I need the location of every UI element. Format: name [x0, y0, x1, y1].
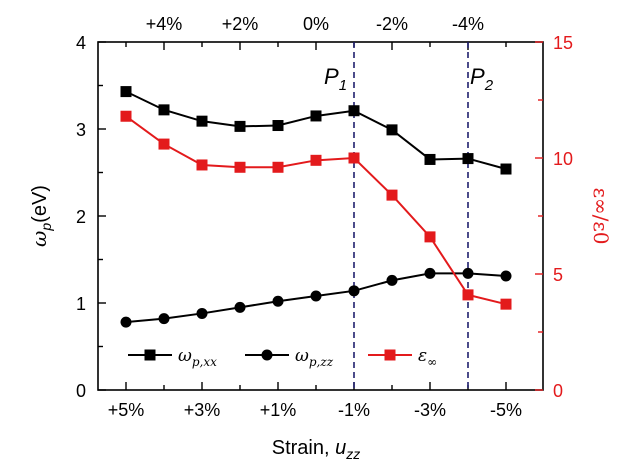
data-point — [158, 138, 170, 150]
legend-label: ε∞ — [418, 346, 437, 369]
vertical-marker-label: P1 — [324, 64, 347, 94]
x-tick-label: -5% — [490, 400, 522, 420]
data-point — [500, 298, 512, 310]
data-point — [348, 152, 360, 164]
data-point — [424, 231, 436, 243]
vertical-marker-label: P2 — [470, 64, 494, 94]
data-point — [386, 274, 398, 286]
data-point — [310, 110, 322, 122]
data-point — [386, 124, 398, 136]
data-point — [158, 104, 170, 116]
legend-marker — [384, 349, 396, 361]
x-top-tick-label: 0% — [303, 14, 329, 34]
vertical-markers: P1 P2 — [324, 42, 494, 390]
data-point — [424, 267, 436, 279]
y2-tick-label: 10 — [553, 149, 573, 169]
data-point — [234, 120, 246, 132]
data-point — [310, 290, 322, 302]
legend-marker — [144, 349, 156, 361]
y-tick-label: 4 — [76, 33, 86, 53]
legend-label: ωp,zz — [295, 346, 334, 369]
y-tick-label: 2 — [76, 207, 86, 227]
y2-axis-title: ε∞/ε0 — [589, 188, 613, 245]
data-point — [500, 270, 512, 282]
data-point — [196, 307, 208, 319]
data-point — [272, 161, 284, 173]
x-top-tick-label: +2% — [222, 14, 259, 34]
data-point — [120, 86, 132, 98]
data-point — [462, 267, 474, 279]
y-tick-label: 3 — [76, 120, 86, 140]
data-point — [462, 289, 474, 301]
plot-frame — [97, 41, 544, 391]
y2-tick-label: 5 — [553, 265, 563, 285]
x-top-tick-label: -4% — [452, 14, 484, 34]
y-tick-label: 1 — [76, 294, 86, 314]
data-point — [234, 161, 246, 173]
y-axis-title: ωp(eV) — [27, 185, 54, 247]
data-point — [272, 295, 284, 307]
x-tick-label: +1% — [260, 400, 297, 420]
data-point — [462, 153, 474, 165]
data-point — [310, 154, 322, 166]
legend-label: ωp,xx — [178, 346, 217, 369]
data-point — [234, 301, 246, 313]
x-top-tick-label: -2% — [376, 14, 408, 34]
x-axis-title: Strain, uzz — [272, 437, 360, 462]
legend: ωp,xx ωp,zz ε∞ — [128, 346, 437, 369]
data-point — [386, 189, 398, 201]
series-line — [125, 115, 507, 306]
data-point — [424, 153, 436, 165]
ticks: +5% +3% +1% -1% -3% -5% +4% +2% 0% -2% -4% 0 1 2 3 4 0 5 1… — [76, 14, 573, 420]
data-point — [120, 316, 132, 328]
y-tick-label: 0 — [76, 381, 86, 401]
x-top-tick-label: +4% — [146, 14, 183, 34]
data-point — [500, 163, 512, 175]
y2-tick-label: 15 — [553, 33, 573, 53]
data-point — [196, 159, 208, 171]
data-point — [120, 110, 132, 122]
series-layer — [120, 86, 512, 328]
x-tick-label: +3% — [184, 400, 221, 420]
x-tick-label: +5% — [108, 400, 145, 420]
x-tick-label: -3% — [414, 400, 446, 420]
data-point — [272, 120, 284, 132]
y2-tick-label: 0 — [553, 381, 563, 401]
data-point — [348, 285, 360, 297]
x-tick-label: -1% — [338, 400, 370, 420]
data-point — [158, 313, 170, 325]
legend-marker — [261, 349, 273, 361]
data-point — [348, 105, 360, 117]
data-point — [196, 115, 208, 127]
